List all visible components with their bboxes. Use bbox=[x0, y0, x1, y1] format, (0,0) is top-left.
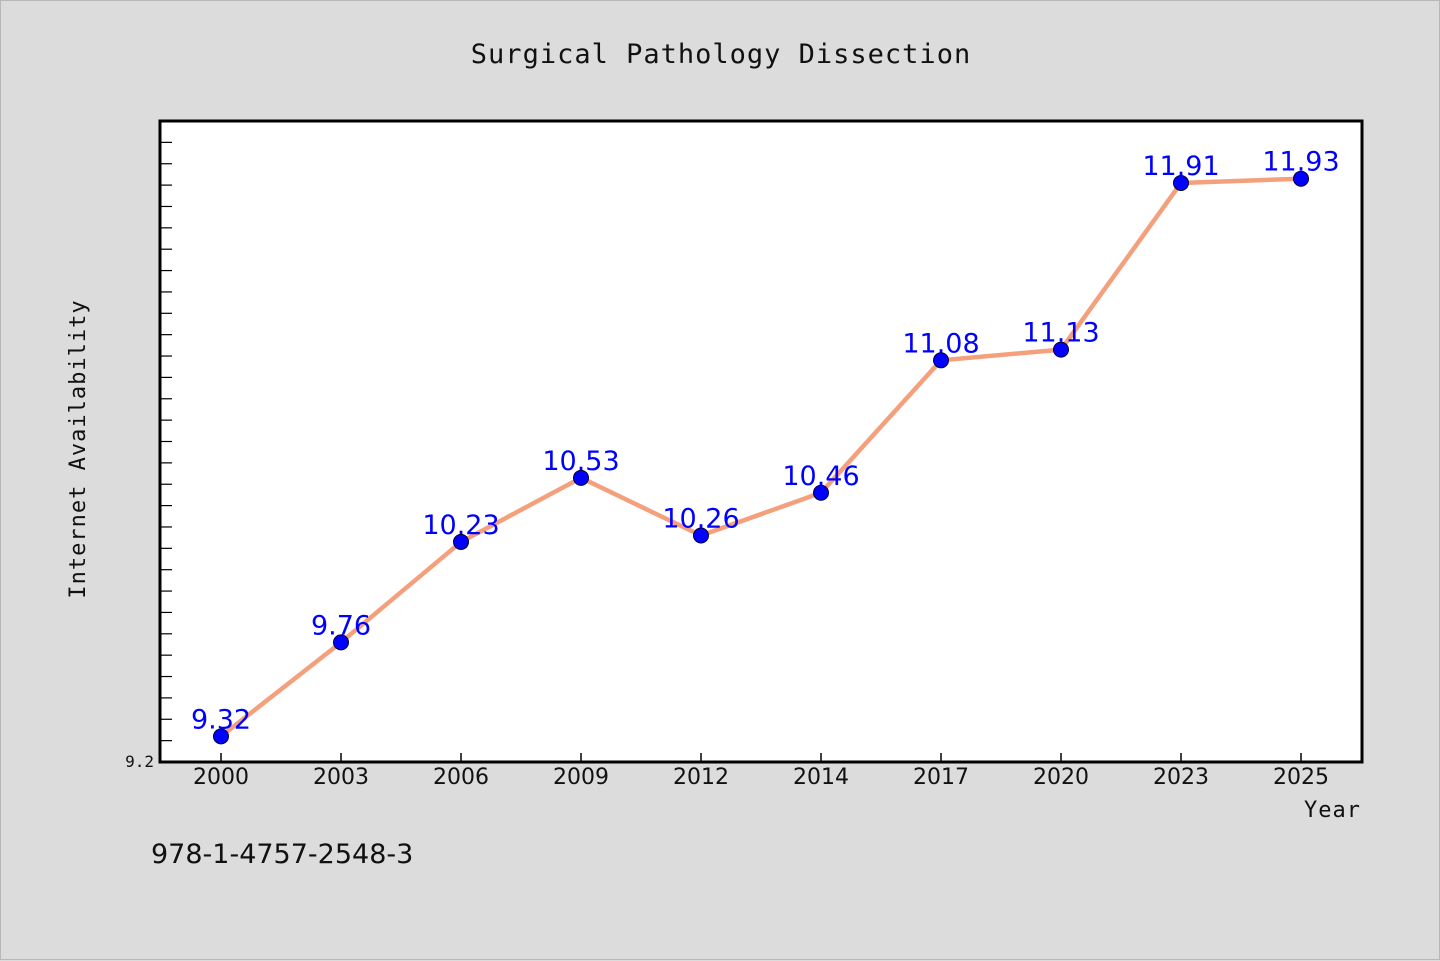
x-tick-label: 2009 bbox=[553, 765, 609, 790]
data-point bbox=[933, 352, 949, 369]
data-point bbox=[333, 634, 349, 651]
data-labels: 9.32 9.76 10.23 10.53 10.26 10.46 11.08 11.13 11… bbox=[191, 147, 1340, 736]
data-label: 11.93 bbox=[1262, 147, 1339, 178]
data-point bbox=[1173, 174, 1189, 191]
data-point bbox=[1293, 170, 1309, 187]
data-point bbox=[693, 527, 709, 544]
x-tick-label: 2012 bbox=[673, 765, 729, 790]
x-tick-label: 2014 bbox=[793, 765, 849, 790]
chart-title: Surgical Pathology Dissection bbox=[471, 39, 971, 70]
data-label: 10.23 bbox=[422, 510, 499, 541]
x-tick-label: 2000 bbox=[193, 765, 249, 790]
y-axis: 9.2 bbox=[125, 141, 172, 771]
y-axis-label: Internet Availability bbox=[66, 299, 91, 598]
data-label: 10.53 bbox=[542, 446, 619, 477]
series-line bbox=[218, 176, 1304, 739]
plot-area bbox=[158, 119, 1364, 764]
series-layer bbox=[213, 170, 1309, 745]
data-label: 11.08 bbox=[902, 328, 979, 359]
x-tick-label: 2017 bbox=[913, 765, 969, 790]
data-label: 10.46 bbox=[782, 461, 859, 492]
x-axis-label: Year bbox=[1304, 798, 1361, 823]
x-tick-label: 2025 bbox=[1273, 765, 1329, 790]
data-label: 10.26 bbox=[662, 504, 739, 535]
data-label: 9.76 bbox=[311, 610, 371, 641]
x-tick-label: 2023 bbox=[1153, 765, 1209, 790]
data-point bbox=[453, 533, 469, 550]
data-label: 9.32 bbox=[191, 704, 251, 735]
data-label: 11.91 bbox=[1142, 151, 1219, 182]
x-tick-label: 2020 bbox=[1033, 765, 1089, 790]
data-label: 11.13 bbox=[1022, 318, 1099, 349]
data-point bbox=[1053, 341, 1069, 358]
x-tick-label: 2006 bbox=[433, 765, 489, 790]
data-point bbox=[813, 484, 829, 501]
y-tick-label: 9.2 bbox=[125, 752, 154, 771]
x-axis: 2000 2003 2006 2009 2012 2014 2017 2020 2023 2025 bbox=[193, 753, 1329, 790]
x-tick-label: 2003 bbox=[313, 765, 369, 790]
isbn-footer: 978-1-4757-2548-3 bbox=[151, 839, 413, 870]
data-point bbox=[573, 469, 589, 486]
data-point bbox=[213, 728, 229, 745]
